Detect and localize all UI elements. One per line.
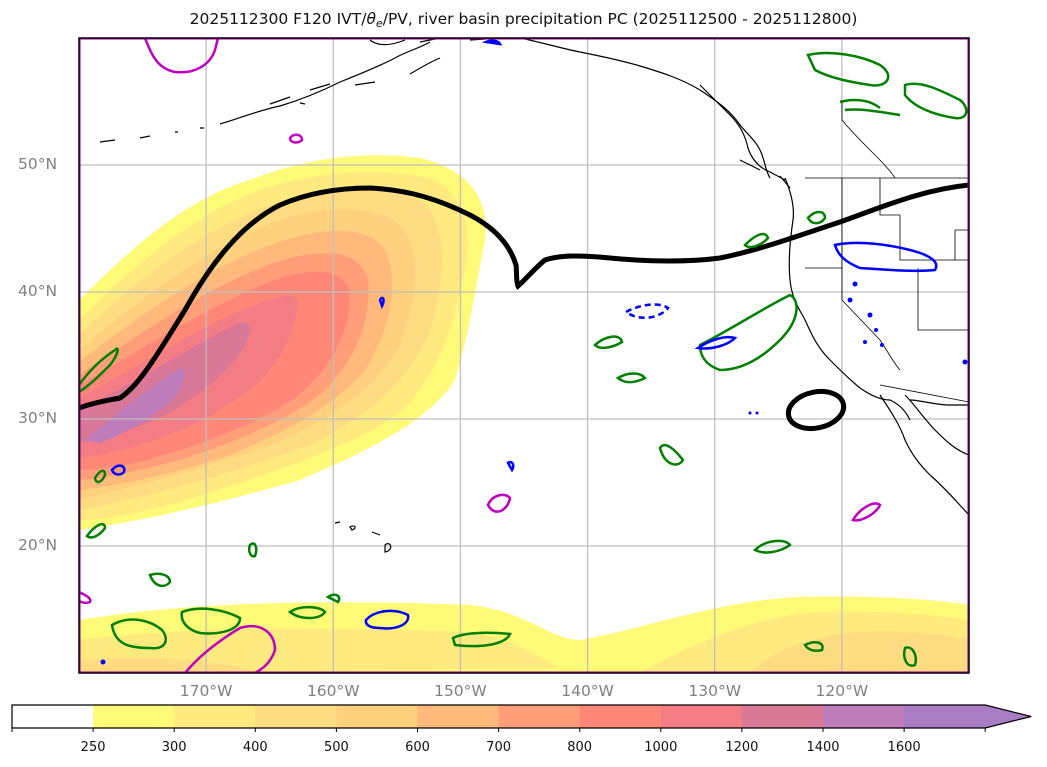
us-west-coast (784, 177, 911, 421)
title-theta: θ (366, 10, 376, 28)
colorbar-tick-label: 700 (486, 740, 511, 755)
colorbar-tick-label: 250 (80, 740, 106, 755)
coastlines (99, 38, 969, 553)
lon-tick-label: 150°W (434, 682, 487, 700)
colorbar-outline (11, 704, 1032, 729)
lat-tick-label: 20°N (18, 536, 58, 554)
theta-e-front-line (79, 182, 969, 411)
colorbar-tick-label: 1000 (644, 740, 678, 755)
ivt-southern-band (79, 596, 969, 673)
pv-contours-magenta (79, 38, 882, 673)
lat-tick-label: 50°N (18, 155, 58, 173)
theta-e-closed-loop (785, 388, 847, 432)
lon-tick-label: 170°W (179, 682, 233, 700)
alaska-coast (369, 38, 771, 179)
colorbar-tick-label: 600 (405, 740, 430, 755)
colorbar-tick-label: 1400 (806, 740, 840, 755)
colorbar-segment (660, 705, 743, 728)
lon-tick-label: 140°W (561, 682, 614, 700)
hawaii-islands (334, 521, 392, 553)
lon-tick-label: 130°W (688, 682, 742, 700)
colorbar-tick-label: 800 (567, 740, 593, 755)
colorbar-segment (93, 705, 175, 728)
colorbar-segment (417, 705, 500, 728)
lon-tick-label: 160°W (306, 682, 360, 700)
precip-contours-green (79, 51, 968, 667)
chart-title: 2025112300 F120 IVT/θe/PV, river basin p… (0, 10, 1047, 30)
ivt-filled-contours (79, 155, 486, 530)
colorbar-tick-label: 300 (161, 740, 187, 755)
title-theta-sub: e (375, 17, 383, 30)
colorbar-segment (174, 705, 256, 728)
colorbar-segment (904, 705, 986, 728)
colorbar-segment (579, 705, 662, 728)
colorbar-segment (336, 705, 418, 728)
colorbar-segment (823, 705, 905, 728)
lat-tick-label: 30°N (18, 409, 58, 427)
baja-california (879, 394, 969, 516)
gulf-of-california (909, 399, 969, 406)
precip-dots-blue (100, 281, 968, 665)
colorbar-segment (255, 705, 337, 728)
colorbar-extend-arrow (985, 705, 1032, 728)
colorbar-tick-label: 1200 (725, 740, 759, 755)
map-frame (78, 37, 970, 674)
colorbar (11, 704, 1032, 732)
theta-e-contour (79, 182, 969, 432)
colorbar-tick-label: 400 (242, 740, 268, 755)
title-suffix: /PV, river basin precipitation PC (20251… (382, 10, 858, 28)
colorbar-segment (741, 705, 824, 728)
aleutian-islands (99, 41, 441, 143)
title-prefix: 2025112300 F120 IVT/ (189, 10, 367, 28)
precip-contours-blue (110, 39, 938, 630)
map-panel (79, 38, 969, 673)
lon-tick-label: 120°W (815, 682, 869, 700)
lat-tick-label: 40°N (18, 282, 58, 300)
colorbar-segment (12, 705, 94, 728)
political-borders (805, 100, 969, 403)
colorbar-segment (498, 705, 581, 728)
ivt-1400 (85, 367, 185, 443)
gridlines (79, 38, 969, 673)
colorbar-tick-label: 1600 (887, 740, 921, 755)
map-frame-inner (79, 38, 969, 673)
colorbar-tick-label: 500 (323, 740, 349, 755)
